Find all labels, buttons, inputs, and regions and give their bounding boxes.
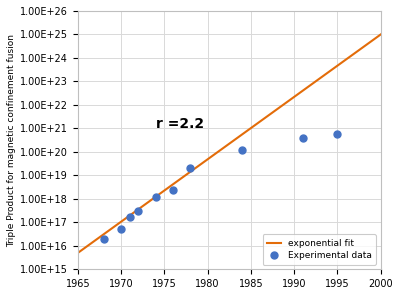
exponential fit	[76, 251, 80, 255]
exponential fit	[239, 133, 244, 136]
exponential fit	[378, 33, 383, 36]
Experimental data	[188, 167, 193, 170]
exponential fit	[221, 146, 226, 149]
Experimental data	[335, 132, 340, 135]
Experimental data	[171, 188, 176, 191]
Experimental data	[240, 148, 245, 152]
Text: r =2.2: r =2.2	[156, 118, 204, 131]
Line: exponential fit: exponential fit	[78, 34, 381, 253]
Experimental data	[300, 136, 305, 139]
Legend: exponential fit, Experimental data: exponential fit, Experimental data	[262, 234, 376, 265]
Experimental data	[101, 237, 106, 241]
Experimental data	[119, 228, 124, 231]
Experimental data	[127, 215, 132, 219]
exponential fit	[324, 72, 328, 75]
Experimental data	[153, 195, 158, 199]
Experimental data	[136, 209, 141, 213]
Y-axis label: Triple Product for magnetic confinement fusion: Triple Product for magnetic confinement …	[7, 34, 16, 247]
exponential fit	[256, 121, 260, 125]
Line: Experimental data: Experimental data	[100, 130, 341, 242]
exponential fit	[219, 147, 224, 151]
exponential fit	[371, 38, 376, 41]
